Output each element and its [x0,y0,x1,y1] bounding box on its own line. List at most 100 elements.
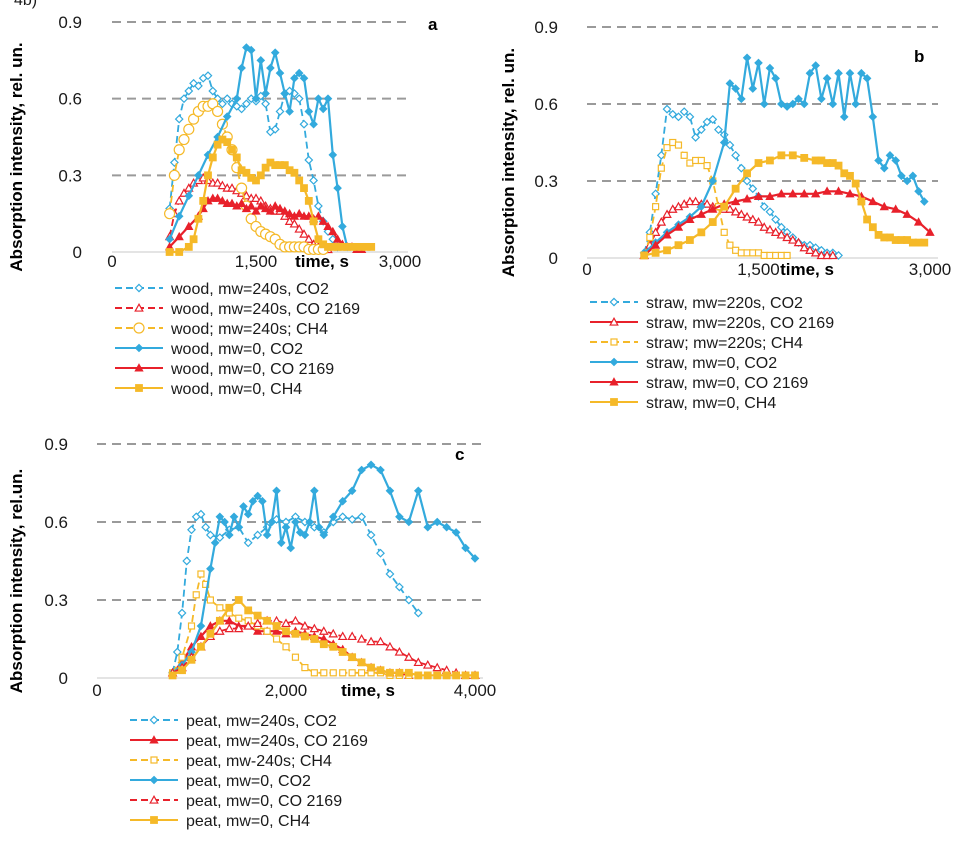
b-data-point [679,107,689,117]
c-legend-swatch-marker [149,775,159,785]
b-data-point [685,196,695,206]
c-data-point [220,517,229,527]
a-data-point [318,104,328,114]
chart-c: 0 0.3 0.6 0.9 0 2,000 4,000 Absorption intensit… [7,435,496,830]
c-data-point [252,618,263,628]
b-data-point [674,112,683,122]
c-legend-item: peat, mw=0, CO 2169 [130,793,342,810]
b-data-point [759,99,769,109]
c-data-point [263,616,272,625]
a-data-point [164,208,176,220]
c-data-point [243,538,253,548]
b-data-point [770,227,781,236]
a-legend-item: wood, mw=240s, CO2 [115,281,329,298]
a-data-point [275,203,285,213]
c-data-point [196,621,206,631]
c-data-point [291,629,300,638]
b-data-point [742,211,752,221]
b-data-point [772,251,780,260]
c-data-point [178,666,186,675]
c-data-point [234,596,243,604]
a-data-point [173,144,185,156]
b-data-point [920,238,929,247]
b-data-point [691,132,701,142]
b-data-point [742,194,752,203]
a-data-point [323,221,333,230]
b-data-point [753,217,764,226]
b-y-tick-label: 0 [549,249,558,268]
b-data-point [668,109,678,119]
c-data-point [404,668,413,677]
b-data-point [640,251,649,260]
b-data-point [811,61,820,70]
c-data-point [234,522,244,532]
c-legend-item: peat, mw-240s; CH4 [130,753,332,770]
a-legend-label: wood, mw=0, CO2 [170,341,303,358]
b-series-2 [640,138,791,260]
a-data-point [174,114,184,124]
c-data-point [253,626,263,635]
b-legend-item: straw, mw=220s, CO 2169 [590,315,834,332]
c-data-point [385,569,395,579]
a-data-point [232,153,241,162]
a-data-point [165,248,174,256]
a-data-point [227,198,237,207]
b-data-point [754,249,763,257]
a-data-point [212,177,223,187]
a-data-point [208,153,217,162]
a-data-point [246,201,256,210]
a-data-point [290,168,299,177]
a-data-point [174,195,185,205]
b-data-point [708,114,718,124]
c-legend-swatch-marker [149,715,159,725]
c-legend-item: peat, mw=0, CH4 [130,813,310,830]
a-data-point [260,203,271,213]
b-y-tick-label: 0.9 [534,18,558,37]
c-data-point [196,631,206,640]
c-data-point [187,655,196,664]
b-data-point [879,201,889,211]
b-data-point [663,144,671,152]
c-data-point [461,671,470,680]
b-legend-swatch-marker [609,377,619,386]
c-data-point [452,671,461,680]
b-data-point [851,179,860,188]
a-data-point [328,234,338,244]
b-data-point [674,241,683,250]
b-data-point [685,112,695,122]
a-data-point [252,176,260,185]
c-data-point [442,671,451,680]
b-data-point [692,156,700,165]
a-data-point [241,99,251,109]
a-legend-label: wood, mw=0, CH4 [170,381,302,398]
c-data-point [253,530,263,540]
b-data-point [845,189,855,198]
a-data-point [299,73,309,83]
c-data-point [404,595,414,605]
a-series-5 [165,135,376,256]
a-data-point [184,191,194,201]
b-data-point [800,154,809,162]
c-data-point [301,664,309,672]
c-data-point [243,509,253,519]
b-data-point [742,53,752,63]
b-data-point [708,176,718,186]
b-data-point [747,214,758,224]
b-data-point [708,204,718,213]
c-data-point [291,653,300,661]
b-data-point [754,58,763,68]
b-series-5 [640,151,929,260]
b-data-point [783,251,791,260]
b-legend-item: straw, mw=0, CH4 [590,395,776,412]
c-data-point [229,512,239,522]
b-data-point [788,151,797,160]
a-data-point [265,206,276,215]
a-data-point [174,231,184,241]
a-data-point [294,223,305,233]
b-legend-swatch-marker [610,338,618,346]
b-legend-swatch-marker [609,316,619,326]
c-data-point [376,666,385,675]
a-legend-label: wood, mw=240s, CO2 [170,281,329,298]
c-data-point [328,628,339,638]
a-data-point [251,193,261,202]
